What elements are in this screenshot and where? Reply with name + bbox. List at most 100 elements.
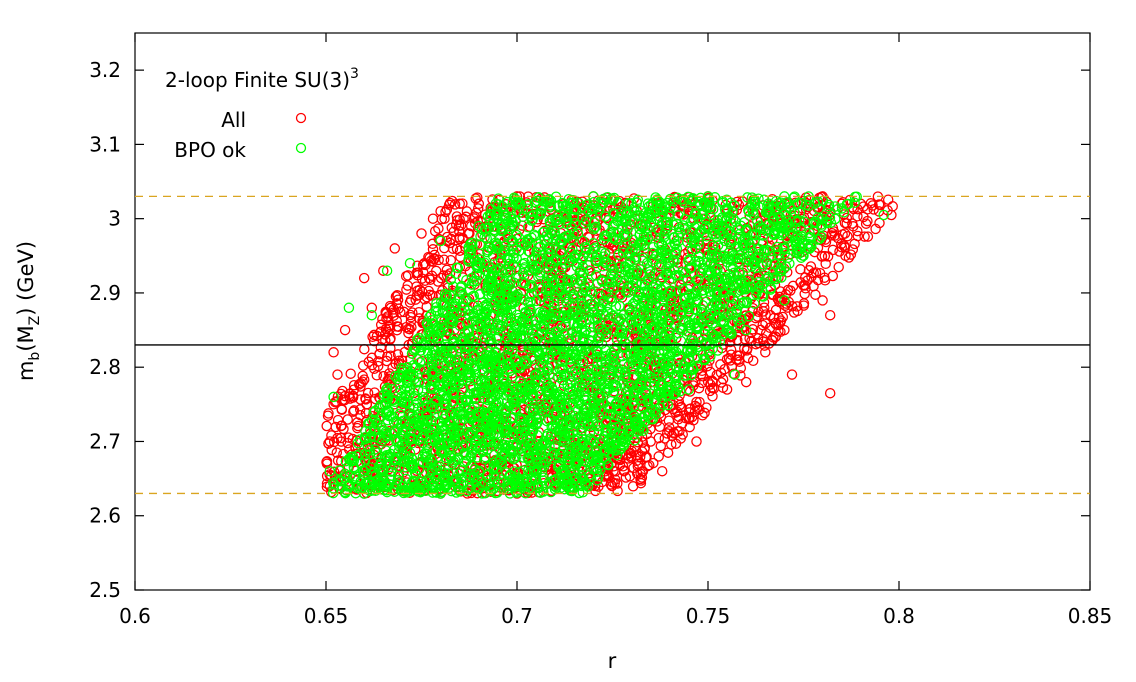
data-point-all — [822, 251, 834, 262]
data-point-all — [357, 376, 368, 387]
data-point-all — [414, 284, 426, 296]
data-point-all — [385, 342, 396, 354]
data-point-all — [862, 231, 874, 242]
data-point-all — [385, 319, 396, 331]
data-point-all — [445, 254, 457, 266]
data-point-all — [672, 285, 683, 296]
data-point-all — [655, 440, 667, 452]
data-point-all — [405, 354, 416, 366]
data-point-all — [416, 467, 428, 479]
data-point-all — [381, 355, 392, 367]
data-point-all — [367, 331, 378, 343]
data-point-all — [392, 290, 403, 301]
data-point-all — [348, 405, 360, 416]
data-point-all — [697, 410, 708, 421]
data-point-all — [332, 414, 344, 426]
data-point-all — [321, 458, 333, 469]
data-point-all — [740, 313, 751, 325]
data-point-all — [395, 307, 406, 318]
data-point-all — [444, 268, 456, 279]
data-point-all — [441, 204, 453, 215]
data-point-all — [835, 238, 847, 250]
data-point-all — [635, 473, 646, 485]
data-point-all — [362, 387, 374, 399]
data-point-all — [694, 396, 705, 408]
data-point-all — [673, 414, 684, 425]
data-point-all — [451, 214, 463, 226]
data-point-all — [733, 199, 745, 211]
data-point-all — [841, 212, 853, 224]
data-point-all — [752, 333, 764, 344]
data-point-all — [355, 394, 366, 405]
data-point-all — [472, 192, 483, 203]
data-point-all — [860, 218, 872, 229]
data-point-all — [862, 204, 873, 215]
data-point-all — [747, 355, 759, 367]
data-point-all — [865, 198, 877, 209]
data-point-all — [607, 477, 618, 488]
data-point-all — [752, 311, 763, 322]
data-point-all — [405, 309, 416, 321]
data-point-all — [750, 312, 761, 324]
data-point-all — [644, 459, 655, 471]
data-point-all — [829, 230, 841, 241]
data-point-all — [845, 249, 857, 260]
data-point-all — [393, 355, 405, 366]
data-point-all — [833, 261, 844, 273]
data-point-all — [639, 444, 650, 455]
data-point-all — [608, 385, 620, 397]
data-point-all — [461, 206, 473, 217]
data-point-all — [695, 369, 707, 380]
data-point-all — [403, 327, 414, 339]
data-point-all — [847, 244, 859, 255]
data-point-all — [693, 382, 705, 394]
data-point-all — [590, 485, 601, 497]
data-point-all — [440, 206, 451, 218]
data-point-all — [403, 323, 414, 334]
data-point-all — [402, 270, 414, 281]
data-point-all — [734, 225, 745, 236]
data-point-all — [653, 451, 664, 462]
data-point-all — [433, 223, 444, 234]
data-point-all — [874, 217, 885, 229]
data-point-all — [620, 472, 632, 483]
data-point-all — [717, 373, 729, 385]
data-point-all — [847, 221, 859, 232]
data-point-all — [432, 276, 444, 287]
data-point-all — [694, 404, 705, 415]
data-point-all — [398, 306, 410, 318]
data-point-all — [357, 370, 368, 382]
data-point-all — [827, 270, 839, 282]
data-point-all — [717, 310, 728, 322]
data-point-all — [707, 376, 718, 388]
data-point-all — [852, 203, 863, 215]
data-point-all — [470, 193, 481, 204]
data-point-all — [380, 306, 391, 318]
data-point-all — [387, 307, 399, 318]
data-point-all — [460, 211, 472, 223]
data-point-all — [757, 319, 768, 331]
data-point-all — [329, 396, 341, 408]
data-point-all — [631, 205, 642, 216]
data-point-all — [842, 230, 853, 242]
data-point-all — [321, 420, 332, 432]
data-point-all — [449, 199, 461, 210]
data-point-all — [438, 254, 450, 265]
data-point-all — [763, 338, 775, 349]
data-point-all — [688, 415, 699, 426]
data-point-all — [800, 283, 811, 294]
data-point-all — [355, 381, 366, 392]
data-point-all — [368, 335, 380, 347]
data-point-all — [331, 447, 343, 458]
data-point-all — [841, 218, 852, 229]
data-point-all — [392, 294, 404, 305]
data-point-all — [798, 298, 810, 309]
data-point-all — [668, 428, 680, 439]
data-point-all — [674, 425, 685, 437]
data-point-all — [707, 391, 718, 402]
data-point-all — [605, 479, 617, 490]
data-point-all — [852, 230, 864, 242]
data-point-all — [419, 275, 431, 286]
data-point-all — [741, 345, 753, 356]
